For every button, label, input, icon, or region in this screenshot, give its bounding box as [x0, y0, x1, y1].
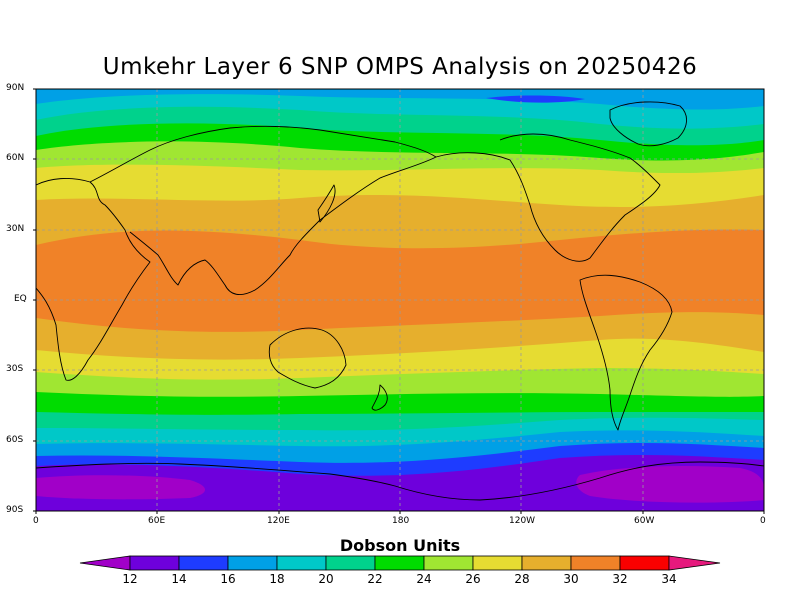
colorbar-bin-28-30 [521, 555, 572, 571]
coastline-africa-europe [36, 178, 151, 381]
axis-ticks [33, 88, 765, 514]
colorbar-tick: 34 [661, 572, 677, 586]
colorbar-tick: 28 [514, 572, 530, 586]
colorbar-bin-24-26 [423, 555, 474, 571]
band-12-14-south [36, 454, 764, 511]
colorbar-tick: 24 [416, 572, 432, 586]
coastline-south-america [579, 274, 673, 431]
colorbar-tick: 14 [171, 572, 187, 586]
lon-label-120e: 120E [267, 516, 290, 526]
coastline-japan [317, 184, 336, 223]
colorbar-tick: 18 [269, 572, 285, 586]
colorbar-upper-arrow [668, 555, 721, 571]
lat-label-30n: 30N [6, 224, 25, 234]
colorbar-title: Dobson Units [339, 536, 461, 555]
colorbar-bin-30-32 [570, 555, 621, 571]
colorbar-lower-arrow [79, 555, 131, 571]
band-14-16-north [486, 95, 585, 103]
lat-label-60s: 60S [6, 435, 24, 445]
colorbar [79, 555, 721, 571]
band-below-12-b [576, 466, 764, 503]
colorbar-tick: 16 [220, 572, 236, 586]
coastline-australia [268, 327, 347, 389]
colorbar-bin-14-16 [178, 555, 229, 571]
coastline-north-america [435, 133, 661, 262]
coastline-greenland [609, 101, 687, 147]
coastline-antarctica [36, 461, 764, 501]
colorbar-bin-16-18 [227, 555, 278, 571]
colorbar-bin-20-22 [325, 555, 376, 571]
coastline-eurasia [89, 125, 437, 296]
band-16-18-north [36, 89, 764, 110]
colorbar-bin-12-14 [129, 555, 180, 571]
lat-label-90n: 90N [6, 83, 25, 93]
lon-label-60e: 60E [148, 516, 166, 526]
colorbar-tick: 26 [465, 572, 481, 586]
lon-label-180: 180 [392, 516, 410, 526]
lat-label-90s: 90S [6, 505, 24, 515]
colorbar-bin-32-34 [619, 555, 670, 571]
colorbar-tick: 12 [122, 572, 138, 586]
map-title: Umkehr Layer 6 SNP OMPS Analysis on 2025… [102, 54, 698, 80]
lon-label-0: 0 [33, 516, 39, 526]
lat-label-30s: 30S [6, 364, 24, 374]
lat-label-60n: 60N [6, 153, 25, 163]
colorbar-bin-26-28 [472, 555, 523, 571]
gridlines [36, 89, 764, 511]
colorbar-tick: 22 [367, 572, 383, 586]
colorbar-tick: 20 [318, 572, 334, 586]
colorbar-tick: 30 [563, 572, 579, 586]
colorbar-tick: 32 [612, 572, 628, 586]
coastline-new-zealand [371, 384, 388, 411]
lon-label-0-end: 0 [760, 516, 766, 526]
lon-label-120w: 120W [509, 516, 536, 526]
lon-label-60w: 60W [634, 516, 655, 526]
colorbar-bin-22-24 [374, 555, 425, 571]
band-below-12-a [36, 475, 205, 500]
coastlines [36, 101, 764, 501]
lat-label-eq: EQ [14, 294, 27, 304]
colorbar-bin-18-20 [276, 555, 327, 571]
